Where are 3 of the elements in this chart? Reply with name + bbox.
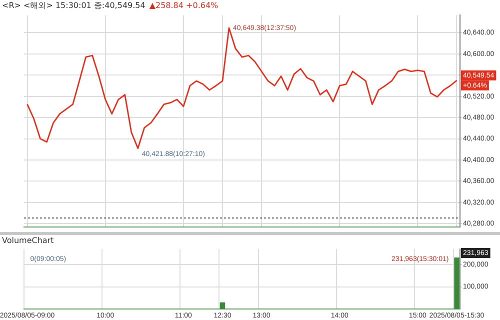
chart-title: <R> <해외> 15:30:01 종:40,549.54 bbox=[2, 1, 146, 10]
chart-title: VolumeChart bbox=[2, 236, 54, 245]
chart-subtitle: ▲258.84 +0.64% bbox=[149, 1, 218, 10]
